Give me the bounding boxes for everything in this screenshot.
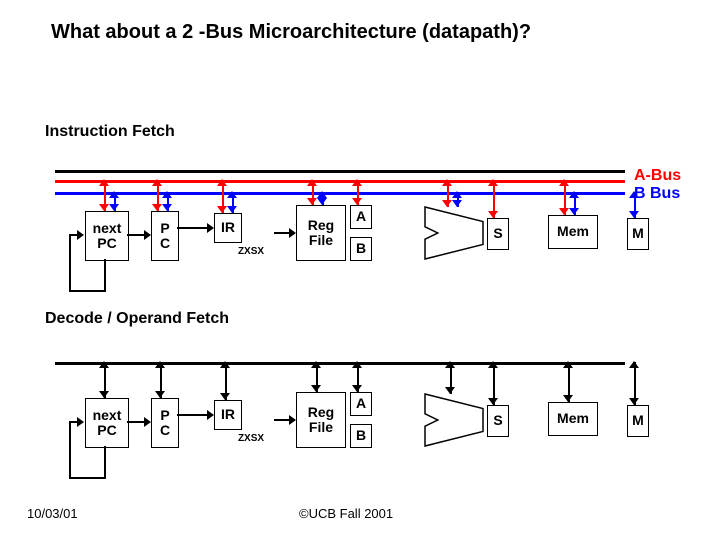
alu-block <box>425 394 483 446</box>
portB-block: B <box>350 424 372 448</box>
s-block: S <box>487 405 509 437</box>
regfile-block: Reg File <box>296 392 346 448</box>
mem-block: Mem <box>548 215 598 249</box>
portB-block: B <box>350 237 372 261</box>
bus-labels: A-BusB Bus <box>634 167 681 203</box>
m-block: M <box>627 218 649 250</box>
footer-date: 10/03/01 <box>27 506 78 521</box>
pc-block: P C <box>151 211 179 261</box>
next-pc-block: next PC <box>85 211 129 261</box>
m-block: M <box>627 405 649 437</box>
mem-block: Mem <box>548 402 598 436</box>
alu-block <box>425 207 483 259</box>
zxsx-block: ZXSX <box>228 243 274 259</box>
pc-block: P C <box>151 398 179 448</box>
ir-block: IR <box>214 213 242 243</box>
zxsx-block: ZXSX <box>228 430 274 446</box>
portA-block: A <box>350 392 372 416</box>
portA-block: A <box>350 205 372 229</box>
regfile-block: Reg File <box>296 205 346 261</box>
footer-copyright: ©UCB Fall 2001 <box>299 506 393 521</box>
s-block: S <box>487 218 509 250</box>
ir-block: IR <box>214 400 242 430</box>
next-pc-block: next PC <box>85 398 129 448</box>
